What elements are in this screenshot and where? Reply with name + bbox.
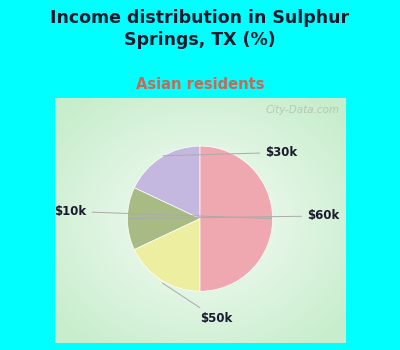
Wedge shape	[134, 219, 200, 291]
Text: $30k: $30k	[163, 146, 298, 159]
Text: City-Data.com: City-Data.com	[265, 105, 339, 116]
Text: $10k: $10k	[54, 205, 272, 219]
Text: $50k: $50k	[162, 283, 232, 325]
Text: Asian residents: Asian residents	[136, 77, 264, 92]
Text: Income distribution in Sulphur
Springs, TX (%): Income distribution in Sulphur Springs, …	[50, 9, 350, 49]
Wedge shape	[200, 146, 272, 291]
Text: $60k: $60k	[128, 209, 339, 223]
Wedge shape	[128, 188, 200, 250]
Wedge shape	[134, 146, 200, 219]
